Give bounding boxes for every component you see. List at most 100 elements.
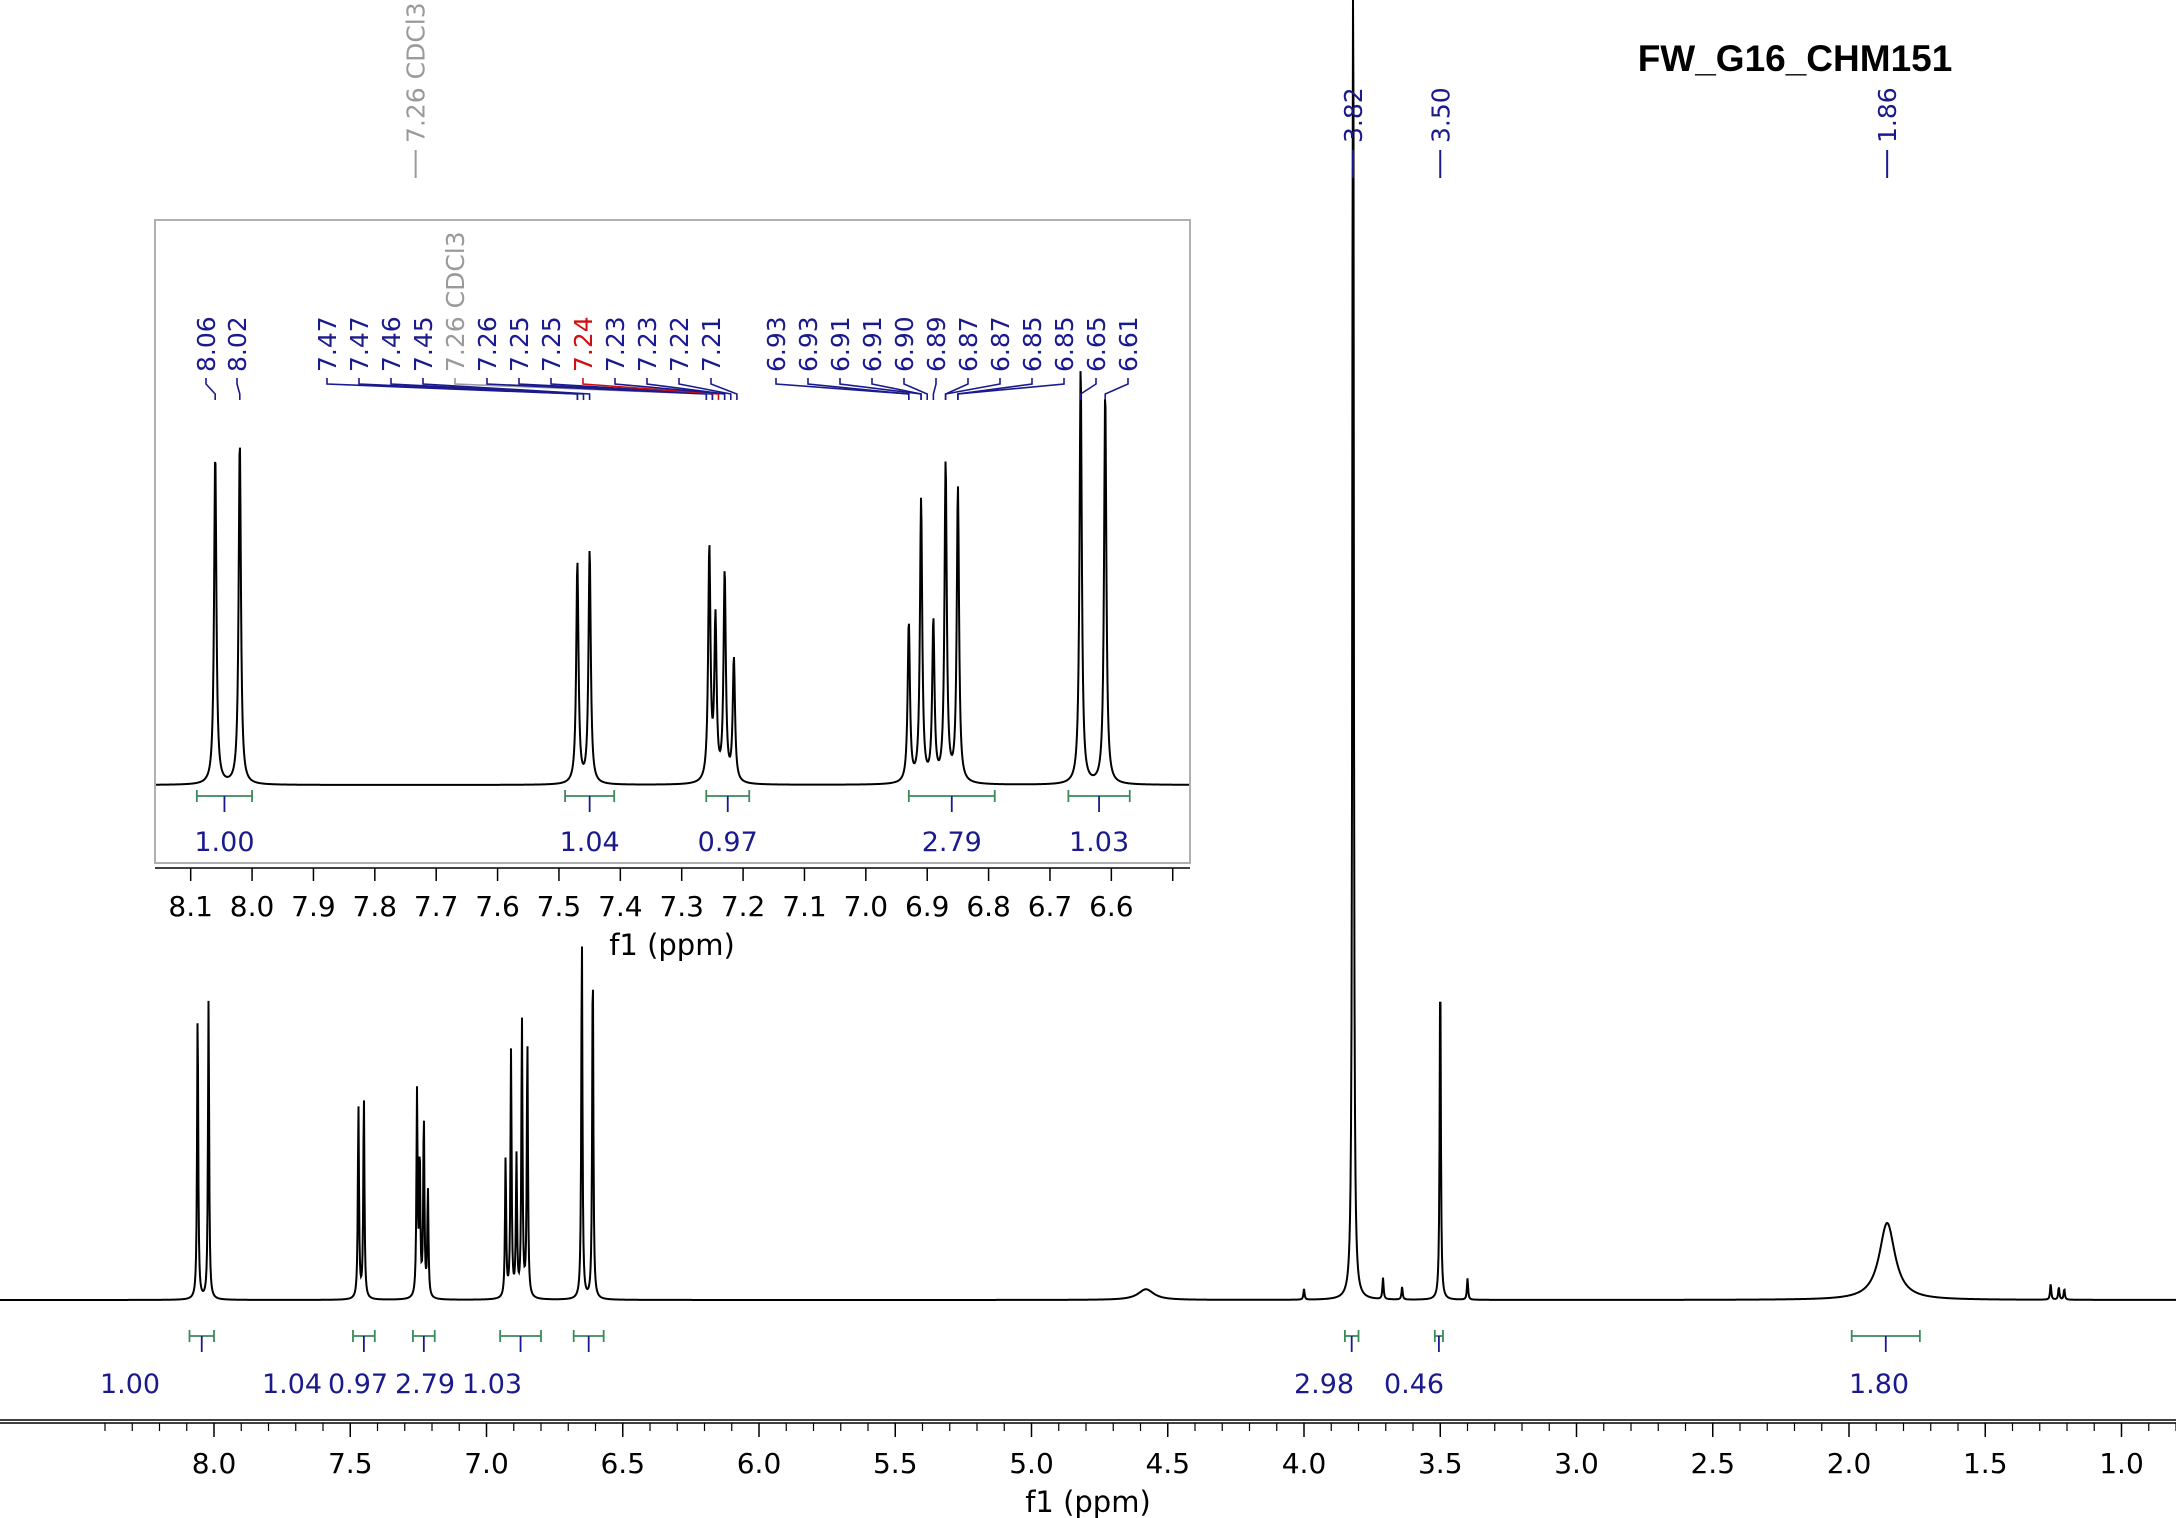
inset-peak-label: 7.25 <box>537 316 566 372</box>
inset-peak-leader <box>550 378 714 400</box>
x-tick-label: 6.5 <box>600 1447 645 1480</box>
inset-frame <box>154 219 1191 864</box>
integral-value: 2.79 <box>395 1369 455 1400</box>
inset-x-tick-label: 8.1 <box>168 890 213 923</box>
x-tick-label: 5.5 <box>873 1447 918 1480</box>
inset-peak-label: 6.90 <box>890 316 919 372</box>
inset-peak-leader <box>646 378 726 400</box>
inset-peak-label: 7.46 <box>377 316 406 372</box>
inset-x-tick-label: 7.9 <box>291 890 336 923</box>
inset-x-tick-label: 7.3 <box>659 890 704 923</box>
inset-peak-leader <box>710 378 738 400</box>
x-tick-label: 3.5 <box>1418 1447 1463 1480</box>
inset-peak-label: 6.85 <box>1018 316 1047 372</box>
inset-peak-label: 6.85 <box>1050 316 1079 372</box>
x-tick-label: 1.0 <box>2099 1447 2144 1480</box>
x-tick-label: 6.0 <box>737 1447 782 1480</box>
inset-peak-label: 7.25 <box>505 316 534 372</box>
inset-peak-label: 7.47 <box>313 316 342 372</box>
inset-peak-label: 8.06 <box>192 316 221 372</box>
inset-integral-value: 1.00 <box>194 827 254 858</box>
peak-label: 3.82 <box>1339 87 1368 143</box>
inset-peak-label: 7.26 CDCl3 <box>441 231 470 372</box>
x-tick-label: 7.5 <box>328 1447 373 1480</box>
peak-label: 7.26 CDCl3 <box>402 2 431 143</box>
inset-x-tick-label: 7.1 <box>782 890 827 923</box>
inset-peak-label: 7.22 <box>665 316 694 372</box>
inset-peak-leader <box>944 378 1001 400</box>
integral-value: 1.80 <box>1849 1369 1909 1400</box>
inset-integral-value: 1.03 <box>1069 827 1129 858</box>
inset-x-tick-label: 6.8 <box>966 890 1011 923</box>
x-axis-label: f1 (ppm) <box>1025 1485 1151 1518</box>
x-tick-label: 4.5 <box>1145 1447 1190 1480</box>
inset-peak-label: 7.26 <box>473 316 502 372</box>
inset-peak-label: 6.65 <box>1082 316 1111 372</box>
inset-x-tick-label: 7.6 <box>475 890 520 923</box>
inset-spectrum-trace <box>156 371 1189 786</box>
inset-x-tick-label: 7.8 <box>353 890 398 923</box>
integral-value: 0.46 <box>1384 1369 1444 1400</box>
inset-x-tick-label: 7.5 <box>537 890 582 923</box>
inset-peak-leader <box>582 378 720 400</box>
peak-label: 3.50 <box>1426 87 1455 143</box>
inset-spectrum: 8.1 8.0 7.9 7.8 7.7 7.6 7.5 7.4 7.3 7.2 7.1 7.0 6.9 6… <box>154 219 1191 962</box>
inset-peak-leader <box>1104 378 1129 400</box>
integral-value: 1.00 <box>100 1369 160 1400</box>
inset-peak-label: 7.45 <box>409 316 438 372</box>
integral-value: 0.97 <box>328 1369 388 1400</box>
x-tick-label: 2.0 <box>1827 1447 1872 1480</box>
inset-peak-leader <box>871 378 922 400</box>
x-tick-label: 7.0 <box>464 1447 509 1480</box>
inset-x-tick-label: 7.4 <box>598 890 643 923</box>
inset-integral-value: 0.97 <box>698 827 758 858</box>
inset-peak-leader <box>903 378 928 400</box>
integral-value: 1.03 <box>462 1369 522 1400</box>
inset-peak-leader <box>358 378 579 400</box>
inset-x-tick-label: 7.0 <box>844 890 889 923</box>
inset-peak-leader <box>422 378 591 400</box>
inset-x-tick-label: 7.2 <box>721 890 766 923</box>
x-tick-label: 1.5 <box>1963 1447 2008 1480</box>
inset-peak-label: 6.87 <box>986 316 1015 372</box>
inset-peak-leader <box>678 378 732 400</box>
inset-peak-label: 7.21 <box>697 316 726 372</box>
spectrum-title: FW_G16_CHM151 <box>1637 38 1953 79</box>
inset-peak-label: 7.23 <box>633 316 662 372</box>
spectrum-trace <box>0 0 2176 1301</box>
inset-integral-value: 1.04 <box>560 827 620 858</box>
x-tick-label: 4.0 <box>1282 1447 1327 1480</box>
inset-x-axis-label: f1 (ppm) <box>609 928 735 962</box>
inset-peak-label: 8.02 <box>223 316 252 372</box>
inset-peak-leader <box>390 378 585 400</box>
inset-peak-label: 6.91 <box>858 316 887 372</box>
inset-peak-leader <box>1079 378 1097 400</box>
inset-peak-label: 6.61 <box>1114 316 1143 372</box>
x-tick-label: 3.0 <box>1554 1447 1599 1480</box>
inset-peak-leader <box>957 378 1065 400</box>
inset-integral-value: 2.79 <box>922 827 982 858</box>
inset-peak-label: 7.23 <box>601 316 630 372</box>
integral-value: 2.98 <box>1294 1369 1354 1400</box>
inset-peak-leader <box>205 378 216 400</box>
peak-label: 1.86 <box>1873 87 1902 143</box>
inset-x-tick-label: 7.7 <box>414 890 459 923</box>
inset-peak-label: 6.89 <box>922 316 951 372</box>
inset-x-tick-label: 6.6 <box>1089 890 1134 923</box>
integral-value: 1.04 <box>262 1369 322 1400</box>
inset-peak-label: 6.93 <box>794 316 823 372</box>
inset-peak-leader <box>236 378 241 400</box>
inset-peak-label: 6.87 <box>954 316 983 372</box>
inset-peak-label: 6.93 <box>762 316 791 372</box>
inset-peak-leader <box>486 378 708 400</box>
inset-peak-label: 7.24 <box>569 316 598 372</box>
inset-x-tick-label: 6.9 <box>905 890 950 923</box>
inset-x-tick-label: 6.7 <box>1028 890 1073 923</box>
x-tick-label: 8.0 <box>192 1447 237 1480</box>
x-tick-label: 5.0 <box>1009 1447 1054 1480</box>
inset-peak-label: 6.91 <box>826 316 855 372</box>
inset-peak-leader <box>932 378 937 400</box>
x-tick-label: 2.5 <box>1690 1447 1735 1480</box>
